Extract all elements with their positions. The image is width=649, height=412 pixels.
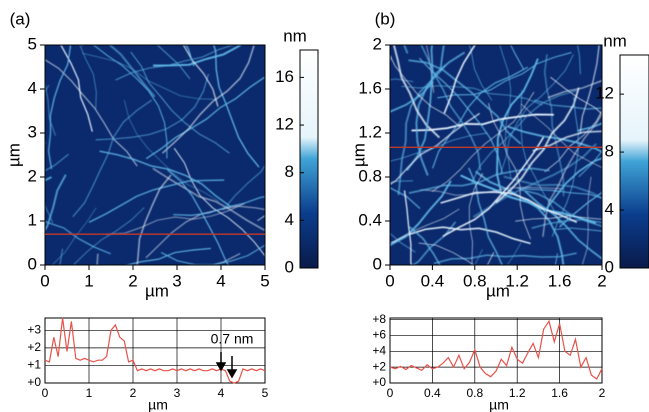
y-tick-label: 0 (28, 254, 37, 273)
x-tick-label: 3 (172, 271, 181, 290)
panel-label: (b) (375, 9, 396, 28)
figure: (a)012345012345µmµmnm0481216(b)00.40.81.… (0, 0, 649, 412)
x-tick-label: 5 (262, 386, 269, 400)
colorbar-tick-label: 16 (275, 67, 294, 86)
colorbar-tick-label: 12 (275, 115, 294, 134)
panel-label: (a) (10, 9, 31, 28)
fibre (0, 177, 52, 216)
y-tick-label: +2 (27, 340, 41, 354)
x-axis-label: µm (145, 281, 169, 300)
x-axis-label: µm (486, 281, 510, 300)
x-tick-label: 1.6 (551, 386, 568, 400)
y-tick-label: +1 (27, 358, 41, 372)
x-axis-label: µm (148, 397, 168, 412)
x-tick-label: 2 (599, 386, 606, 400)
plot-frame (390, 318, 602, 383)
y-tick-label: 3 (28, 122, 37, 141)
x-axis-label: µm (489, 397, 509, 412)
y-tick-label: +4 (372, 343, 386, 357)
x-tick-label: 0 (387, 386, 394, 400)
x-tick-label: 4 (216, 271, 225, 290)
x-tick-label: 0.4 (424, 386, 441, 400)
x-tick-label: 0 (42, 386, 49, 400)
colorbar-tick-label: 4 (605, 200, 614, 219)
fibre (0, 26, 45, 144)
x-tick-label: 1.6 (548, 271, 572, 290)
x-tick-label: 0.8 (466, 386, 483, 400)
y-tick-label: +0 (372, 375, 386, 389)
x-tick-label: 2 (130, 386, 137, 400)
annotation: 0.7 nm (211, 331, 254, 347)
y-axis-label: µm (4, 143, 23, 167)
x-tick-label: 2 (128, 271, 137, 290)
colorbar-tick-label: 8 (285, 162, 294, 181)
x-tick-label: 3 (174, 386, 181, 400)
colorbar-tick-label: 8 (605, 142, 614, 161)
x-tick-label: 0.4 (421, 271, 445, 290)
x-tick-label: 1.2 (509, 386, 526, 400)
colorbar (300, 50, 318, 268)
colorbar-tick-label: 0 (605, 257, 614, 276)
colorbar (620, 55, 649, 268)
y-tick-label: 0.8 (358, 166, 382, 185)
x-tick-label: 0 (40, 271, 49, 290)
colorbar-label: nm (603, 31, 627, 50)
y-tick-label: 0.4 (358, 210, 382, 229)
y-tick-label: +6 (372, 328, 386, 342)
fibre (82, 0, 214, 46)
y-tick-label: 0 (373, 254, 382, 273)
x-tick-label: 5 (260, 271, 269, 290)
x-tick-label: 4 (218, 386, 225, 400)
x-tick-label: 1 (86, 386, 93, 400)
profile-curve (390, 321, 602, 379)
y-tick-label: 2 (28, 166, 37, 185)
y-tick-label: +2 (372, 359, 386, 373)
x-tick-label: 1 (84, 271, 93, 290)
fibre (50, 249, 63, 392)
y-tick-label: 2 (373, 34, 382, 53)
x-tick-label: 0 (385, 271, 394, 290)
y-tick-label: 5 (28, 34, 37, 53)
y-tick-label: +0 (27, 375, 41, 389)
y-axis-label: µm (349, 143, 368, 167)
x-tick-label: 0.8 (463, 271, 487, 290)
colorbar-tick-label: 0 (285, 257, 294, 276)
y-tick-label: 4 (28, 78, 37, 97)
colorbar-tick-label: 4 (285, 210, 294, 229)
colorbar-label: nm (283, 26, 307, 45)
colorbar-tick-label: 12 (595, 84, 614, 103)
y-tick-label: 1 (28, 210, 37, 229)
y-tick-label: 1.6 (358, 78, 382, 97)
y-tick-label: +8 (372, 312, 386, 326)
y-tick-label: 1.2 (358, 122, 382, 141)
y-tick-label: +3 (27, 322, 41, 336)
